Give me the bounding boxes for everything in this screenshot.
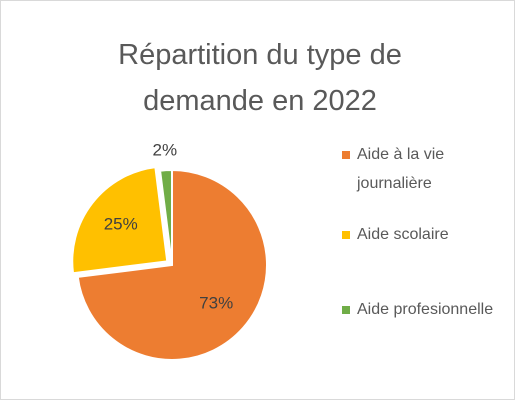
- legend-label: Aide à la vie journalière: [357, 146, 445, 192]
- pie-slice: [158, 168, 173, 266]
- legend-item: Aide à la vie journalière: [342, 140, 507, 198]
- legend-swatch: [342, 231, 350, 239]
- data-label: 25%: [104, 215, 138, 234]
- legend: Aide à la vie journalière Aide scolaire Ai…: [342, 140, 507, 324]
- legend-label: Aide profesionnelle: [357, 301, 494, 318]
- legend-item: Aide profesionnelle: [342, 295, 507, 324]
- legend-swatch: [342, 306, 350, 314]
- data-label: 73%: [199, 293, 233, 312]
- legend-swatch: [342, 151, 350, 159]
- legend-label: Aide scolaire: [357, 226, 449, 243]
- legend-item: Aide scolaire: [342, 220, 507, 249]
- data-label: 2%: [153, 141, 178, 160]
- pie-slice: [71, 165, 169, 275]
- chart-title: Répartition du type de demande en 2022: [118, 39, 402, 117]
